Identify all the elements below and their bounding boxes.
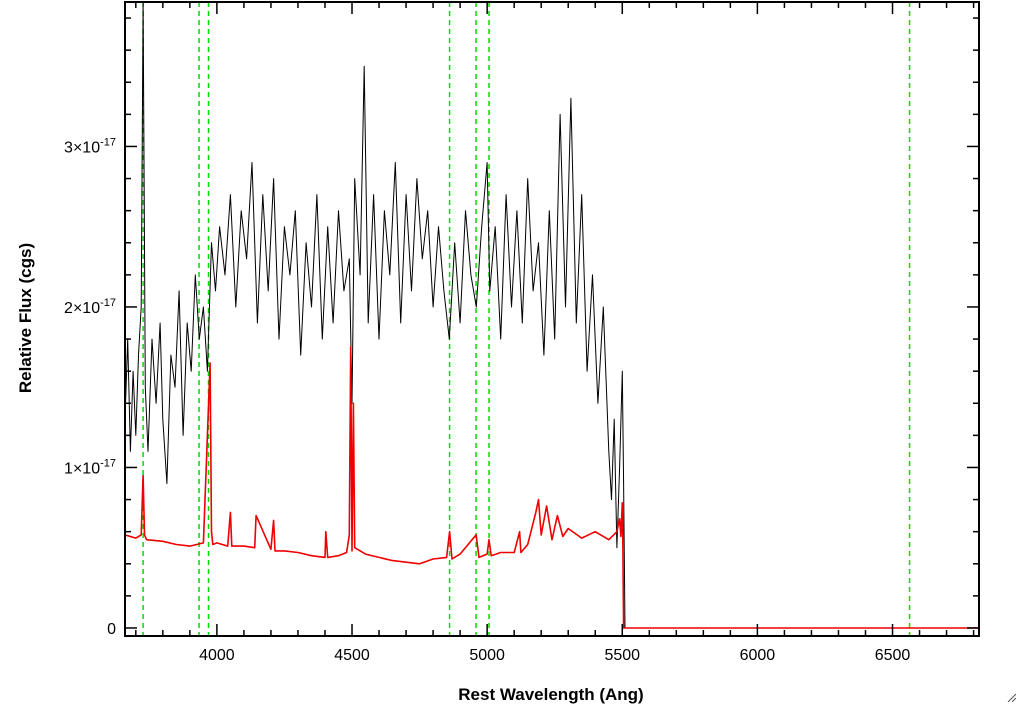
- y-axis-label: Relative Flux (cgs): [16, 243, 35, 393]
- resize-grip-icon[interactable]: [1006, 692, 1016, 702]
- x-tick-label-6500: 6500: [875, 647, 911, 664]
- plot-frame: [124, 1, 980, 637]
- y-tick-label-0: 0: [107, 621, 116, 638]
- x-tick-label-4500: 4500: [334, 647, 370, 664]
- series-model-line: [125, 346, 979, 629]
- x-axis-label: Rest Wavelength (Ang): [458, 685, 643, 704]
- x-tick-label-4000: 4000: [199, 647, 235, 664]
- y-tick-label-3: 3×10-17: [64, 136, 116, 156]
- x-tick-label-5000: 5000: [469, 647, 505, 664]
- x-tick-labels: 4000 4500 5000 5500 6000 6500: [199, 647, 910, 664]
- series-layer: [125, 2, 979, 629]
- emission-line-markers: [142, 2, 911, 636]
- x-tick-label-6000: 6000: [740, 647, 776, 664]
- y-tick-label-1: 1×10-17: [64, 457, 116, 477]
- series-flux-line: [125, 2, 626, 629]
- axis-ticks: [125, 2, 979, 636]
- y-tick-labels: 0 1×10-17 2×10-17 3×10-17: [64, 136, 116, 638]
- x-tick-label-5500: 5500: [604, 647, 640, 664]
- y-tick-label-2: 2×10-17: [64, 297, 116, 317]
